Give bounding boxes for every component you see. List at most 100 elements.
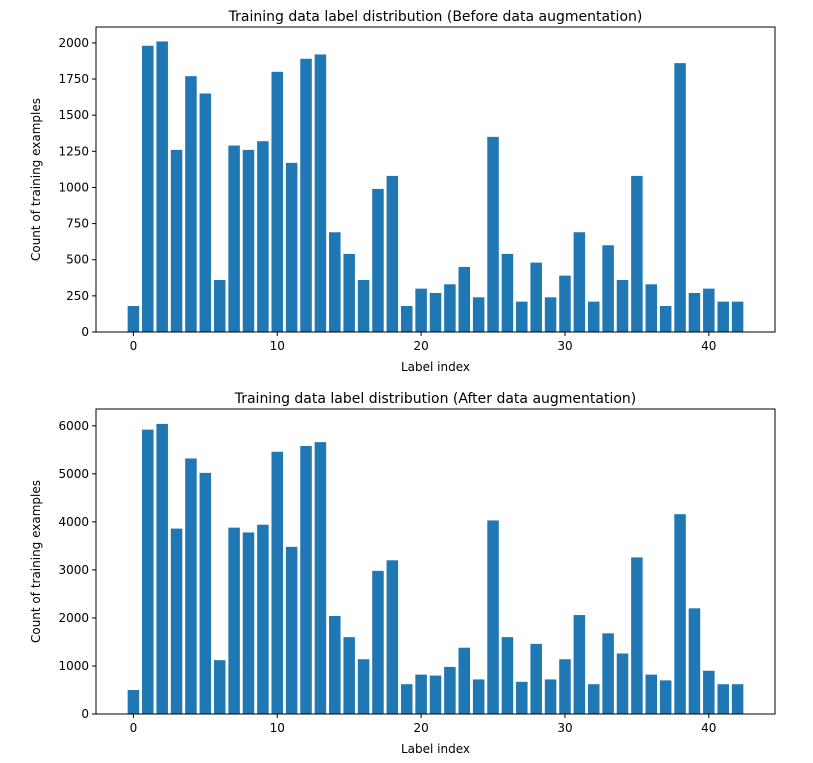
bar-label-39	[688, 608, 701, 714]
bar-label-24	[472, 679, 485, 714]
bar-label-22	[444, 666, 456, 714]
bar-label-37	[659, 305, 672, 332]
bar-label-39	[688, 292, 701, 332]
chart-title: Training data label distribution (After …	[234, 391, 637, 407]
x-tick-label: 20	[413, 339, 428, 353]
y-axis-label: Count of training examples	[29, 98, 43, 261]
bar-label-4	[185, 458, 197, 714]
bar-label-16	[357, 279, 370, 332]
bar-label-23	[458, 647, 471, 714]
bar-label-36	[645, 674, 658, 714]
x-axis-label: Label index	[401, 742, 470, 756]
bars	[127, 423, 744, 714]
bar-label-30	[559, 659, 571, 714]
bar-label-37	[659, 680, 672, 714]
bar-label-0	[127, 305, 140, 332]
bar-label-41	[717, 301, 729, 332]
y-tick-label: 2000	[58, 611, 89, 625]
bar-label-35	[631, 557, 643, 714]
bar-label-13	[314, 442, 327, 714]
bar-label-8	[242, 532, 255, 714]
bar-label-8	[242, 149, 255, 332]
bar-label-19	[400, 305, 413, 332]
y-ticks: 0 1000 2000 3000 4000 5000 6000	[58, 419, 96, 721]
x-tick-label: 0	[130, 339, 138, 353]
chart-title: Training data label distribution (Before…	[228, 9, 643, 25]
y-tick-label: 1500	[58, 108, 89, 122]
y-tick-label: 1750	[58, 72, 89, 86]
x-tick-label: 20	[413, 721, 428, 735]
bar-label-11	[285, 162, 298, 332]
x-tick-label: 30	[557, 339, 572, 353]
x-tick-label: 40	[701, 721, 716, 735]
chart-after-augmentation: Training data label distribution (After …	[29, 391, 776, 756]
bar-label-18	[386, 560, 399, 714]
bar-label-4	[185, 76, 197, 333]
bar-label-35	[631, 175, 643, 332]
bar-label-27	[516, 301, 528, 332]
y-tick-label: 3000	[58, 563, 89, 577]
bar-label-42	[731, 684, 744, 714]
bar-label-41	[717, 684, 729, 714]
bar-label-5	[199, 472, 212, 714]
y-axis-label: Count of training examples	[29, 480, 43, 643]
x-ticks: 0 10 20 30 40	[130, 332, 716, 353]
bar-label-30	[559, 275, 571, 332]
chart-before-augmentation: Training data label distribution (Before…	[29, 9, 776, 374]
bar-label-38	[674, 63, 686, 332]
y-tick-label: 0	[81, 707, 89, 721]
bar-label-11	[285, 546, 298, 714]
bar-label-22	[444, 284, 456, 332]
bar-label-6	[213, 660, 226, 714]
bar-label-9	[257, 524, 269, 714]
bar-label-21	[429, 292, 442, 332]
bar-label-1	[142, 45, 154, 332]
bar-label-16	[357, 659, 370, 714]
bar-label-7	[228, 527, 240, 714]
bar-label-40	[703, 288, 715, 332]
plot-frame	[95, 408, 776, 715]
bar-label-33	[602, 245, 614, 332]
bar-label-17	[372, 570, 384, 714]
plot-frame	[95, 26, 776, 333]
bar-label-3	[170, 528, 183, 714]
bar-label-33	[602, 633, 614, 714]
bars	[127, 41, 744, 333]
bar-label-34	[616, 653, 629, 714]
y-tick-label: 6000	[58, 419, 89, 433]
y-tick-label: 0	[81, 325, 89, 339]
y-tick-label: 250	[66, 289, 89, 303]
bar-label-3	[170, 149, 183, 332]
bar-label-21	[429, 675, 442, 714]
bar-label-2	[156, 423, 168, 714]
y-tick-label: 500	[66, 253, 89, 267]
bar-label-25	[487, 136, 499, 332]
bar-label-28	[530, 643, 542, 714]
bar-label-23	[458, 266, 471, 332]
bar-label-10	[271, 71, 284, 332]
bar-label-26	[501, 253, 514, 332]
y-tick-label: 2000	[58, 36, 89, 50]
bar-label-40	[703, 670, 715, 714]
bar-label-9	[257, 141, 269, 332]
y-tick-label: 1250	[58, 144, 89, 158]
y-tick-label: 750	[66, 217, 89, 231]
bar-label-25	[487, 520, 499, 714]
bar-label-32	[587, 684, 600, 714]
y-tick-label: 4000	[58, 515, 89, 529]
bar-label-5	[199, 93, 212, 333]
bar-label-15	[343, 253, 355, 332]
bar-label-18	[386, 175, 399, 332]
bar-label-31	[573, 615, 586, 714]
y-tick-label: 1000	[58, 659, 89, 673]
bar-label-36	[645, 284, 658, 332]
bar-label-2	[156, 41, 168, 332]
x-axis-label: Label index	[401, 360, 470, 374]
bar-label-0	[127, 689, 140, 714]
x-tick-label: 10	[270, 339, 285, 353]
bar-label-24	[472, 297, 485, 332]
bar-label-10	[271, 451, 284, 714]
x-tick-label: 30	[557, 721, 572, 735]
x-ticks: 0 10 20 30 40	[130, 714, 716, 735]
